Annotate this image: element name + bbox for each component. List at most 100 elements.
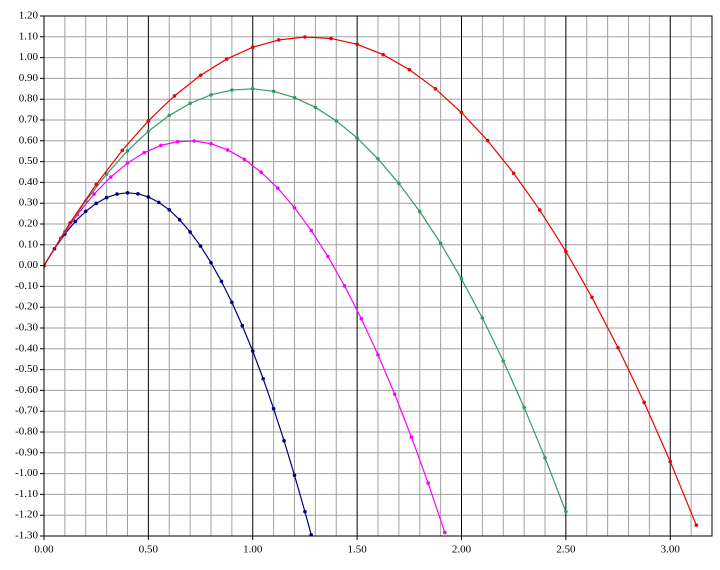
- y-tick-label: -1.20: [15, 509, 38, 521]
- data-point: [167, 113, 172, 118]
- data-point: [146, 195, 151, 199]
- data-point: [329, 36, 333, 41]
- y-tick-label: -0.50: [15, 363, 38, 375]
- y-tick-label: -0.70: [15, 405, 38, 417]
- data-point: [407, 67, 412, 72]
- y-tick-label: 0.40: [19, 176, 39, 188]
- y-tick-label: -1.00: [15, 467, 38, 479]
- data-point: [240, 323, 245, 328]
- data-point: [146, 129, 151, 134]
- data-point: [355, 42, 359, 47]
- y-tick-label: -1.10: [15, 488, 38, 500]
- data-point: [192, 139, 197, 143]
- y-tick-label: 0.80: [19, 93, 39, 105]
- data-point: [381, 52, 386, 57]
- y-tick-label: 0.00: [19, 259, 39, 271]
- data-point: [537, 208, 542, 212]
- data-point: [313, 105, 318, 110]
- y-tick-label: 0.90: [19, 72, 39, 84]
- data-point: [277, 38, 281, 42]
- data-point: [309, 532, 313, 536]
- plot-border: [43, 15, 713, 537]
- series-line: [44, 88, 567, 512]
- data-point: [225, 148, 230, 152]
- data-point: [397, 181, 401, 186]
- data-point: [616, 345, 620, 350]
- data-point: [282, 438, 286, 443]
- data-point: [209, 141, 213, 146]
- data-point: [668, 459, 673, 464]
- data-point: [209, 93, 213, 97]
- data-point: [104, 172, 109, 176]
- data-point: [94, 182, 98, 187]
- y-tick-label: -0.20: [15, 301, 38, 313]
- y-tick-label: 0.30: [19, 197, 39, 209]
- data-point: [142, 150, 146, 155]
- data-point: [104, 195, 109, 200]
- data-point: [230, 300, 234, 305]
- data-point: [355, 136, 359, 140]
- data-point: [188, 101, 192, 106]
- data-point: [459, 110, 464, 115]
- data-point: [250, 87, 255, 91]
- plot-area: [44, 35, 699, 536]
- data-point: [198, 73, 203, 78]
- x-tick-label: 3.00: [661, 544, 681, 556]
- y-tick-label: 1.20: [19, 10, 39, 22]
- data-point: [501, 359, 506, 363]
- data-point: [334, 119, 339, 123]
- data-point: [94, 201, 98, 206]
- x-tick-label: 0.50: [139, 544, 159, 556]
- data-point: [177, 218, 182, 222]
- y-tick-label: -0.10: [15, 280, 38, 292]
- x-tick-label: 2.00: [452, 544, 472, 556]
- data-point: [271, 406, 276, 411]
- series-line: [44, 192, 312, 535]
- data-point: [157, 200, 161, 205]
- data-point: [271, 89, 276, 94]
- y-tick-label: 1.00: [19, 51, 39, 63]
- data-point: [136, 192, 140, 196]
- data-point: [326, 254, 330, 259]
- data-point: [125, 191, 130, 195]
- data-point: [219, 279, 224, 284]
- data-point: [376, 353, 380, 357]
- data-point: [292, 205, 297, 210]
- data-point: [480, 316, 485, 320]
- y-tick-label: 0.10: [19, 238, 39, 250]
- data-point: [590, 295, 594, 300]
- y-tick-label: -1.30: [15, 530, 38, 542]
- data-point: [543, 455, 547, 460]
- data-point: [259, 170, 263, 175]
- data-point: [68, 220, 72, 225]
- data-point: [376, 157, 380, 161]
- data-point: [522, 405, 526, 410]
- data-point: [485, 138, 490, 143]
- data-point: [92, 192, 96, 196]
- data-point: [125, 148, 130, 153]
- data-point: [250, 349, 255, 353]
- data-point: [224, 57, 229, 61]
- data-point: [292, 95, 297, 100]
- data-point: [433, 87, 438, 91]
- data-point: [342, 284, 347, 288]
- series-line: [44, 36, 697, 526]
- data-point: [303, 35, 307, 39]
- grid: [43, 15, 712, 537]
- data-point: [115, 192, 119, 196]
- data-point: [242, 157, 247, 162]
- data-point: [564, 509, 568, 514]
- data-point: [309, 228, 314, 233]
- x-tick-label: 0.00: [34, 544, 54, 556]
- data-point: [426, 481, 430, 485]
- y-tick-label: -0.80: [15, 426, 38, 438]
- y-tick-label: 0.60: [19, 134, 39, 146]
- data-point: [209, 260, 213, 265]
- data-point: [125, 161, 130, 165]
- data-point: [188, 230, 192, 234]
- axis-labels: 1.20 1.10 1.00 0.90 0.80 0.70 0.60 0.50 0.40 0.30…: [15, 10, 680, 556]
- data-point: [564, 249, 568, 254]
- data-point: [276, 186, 280, 191]
- data-point: [292, 473, 297, 478]
